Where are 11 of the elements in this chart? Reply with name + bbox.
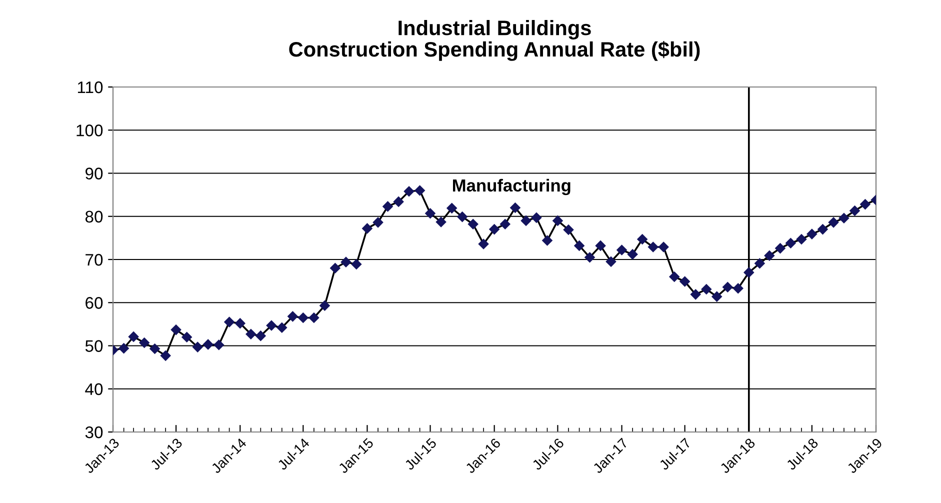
y-tick-label: 80 bbox=[85, 210, 103, 223]
y-tick-label: 100 bbox=[76, 124, 103, 136]
y-tick-label: 90 bbox=[86, 168, 103, 180]
y-tick-label: 50 bbox=[85, 340, 103, 352]
y-tick-label: 60 bbox=[86, 297, 103, 309]
y-tick-label: 70 bbox=[86, 254, 103, 266]
y-tick-label: 30 bbox=[85, 426, 103, 438]
y-tick-label: 40 bbox=[85, 383, 103, 396]
y-tick-label: 110 bbox=[78, 81, 103, 94]
series-label: Manufacturing bbox=[453, 178, 570, 196]
chart-title: Industrial Buildings Construction Spending Annual Rate ($bil) bbox=[289, 20, 700, 61]
